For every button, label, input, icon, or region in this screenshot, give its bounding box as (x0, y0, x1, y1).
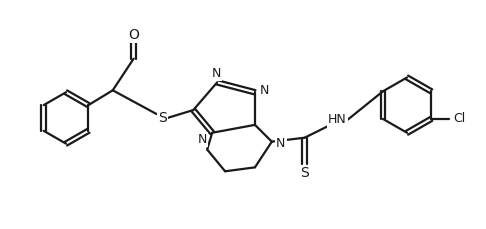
Text: N: N (197, 133, 207, 146)
Text: S: S (158, 111, 167, 125)
Text: Cl: Cl (453, 112, 465, 125)
Text: N: N (211, 67, 221, 80)
Text: S: S (300, 166, 309, 180)
Text: O: O (128, 28, 139, 42)
Text: N: N (260, 84, 270, 97)
Text: HN: HN (328, 113, 347, 126)
Text: N: N (276, 137, 285, 150)
